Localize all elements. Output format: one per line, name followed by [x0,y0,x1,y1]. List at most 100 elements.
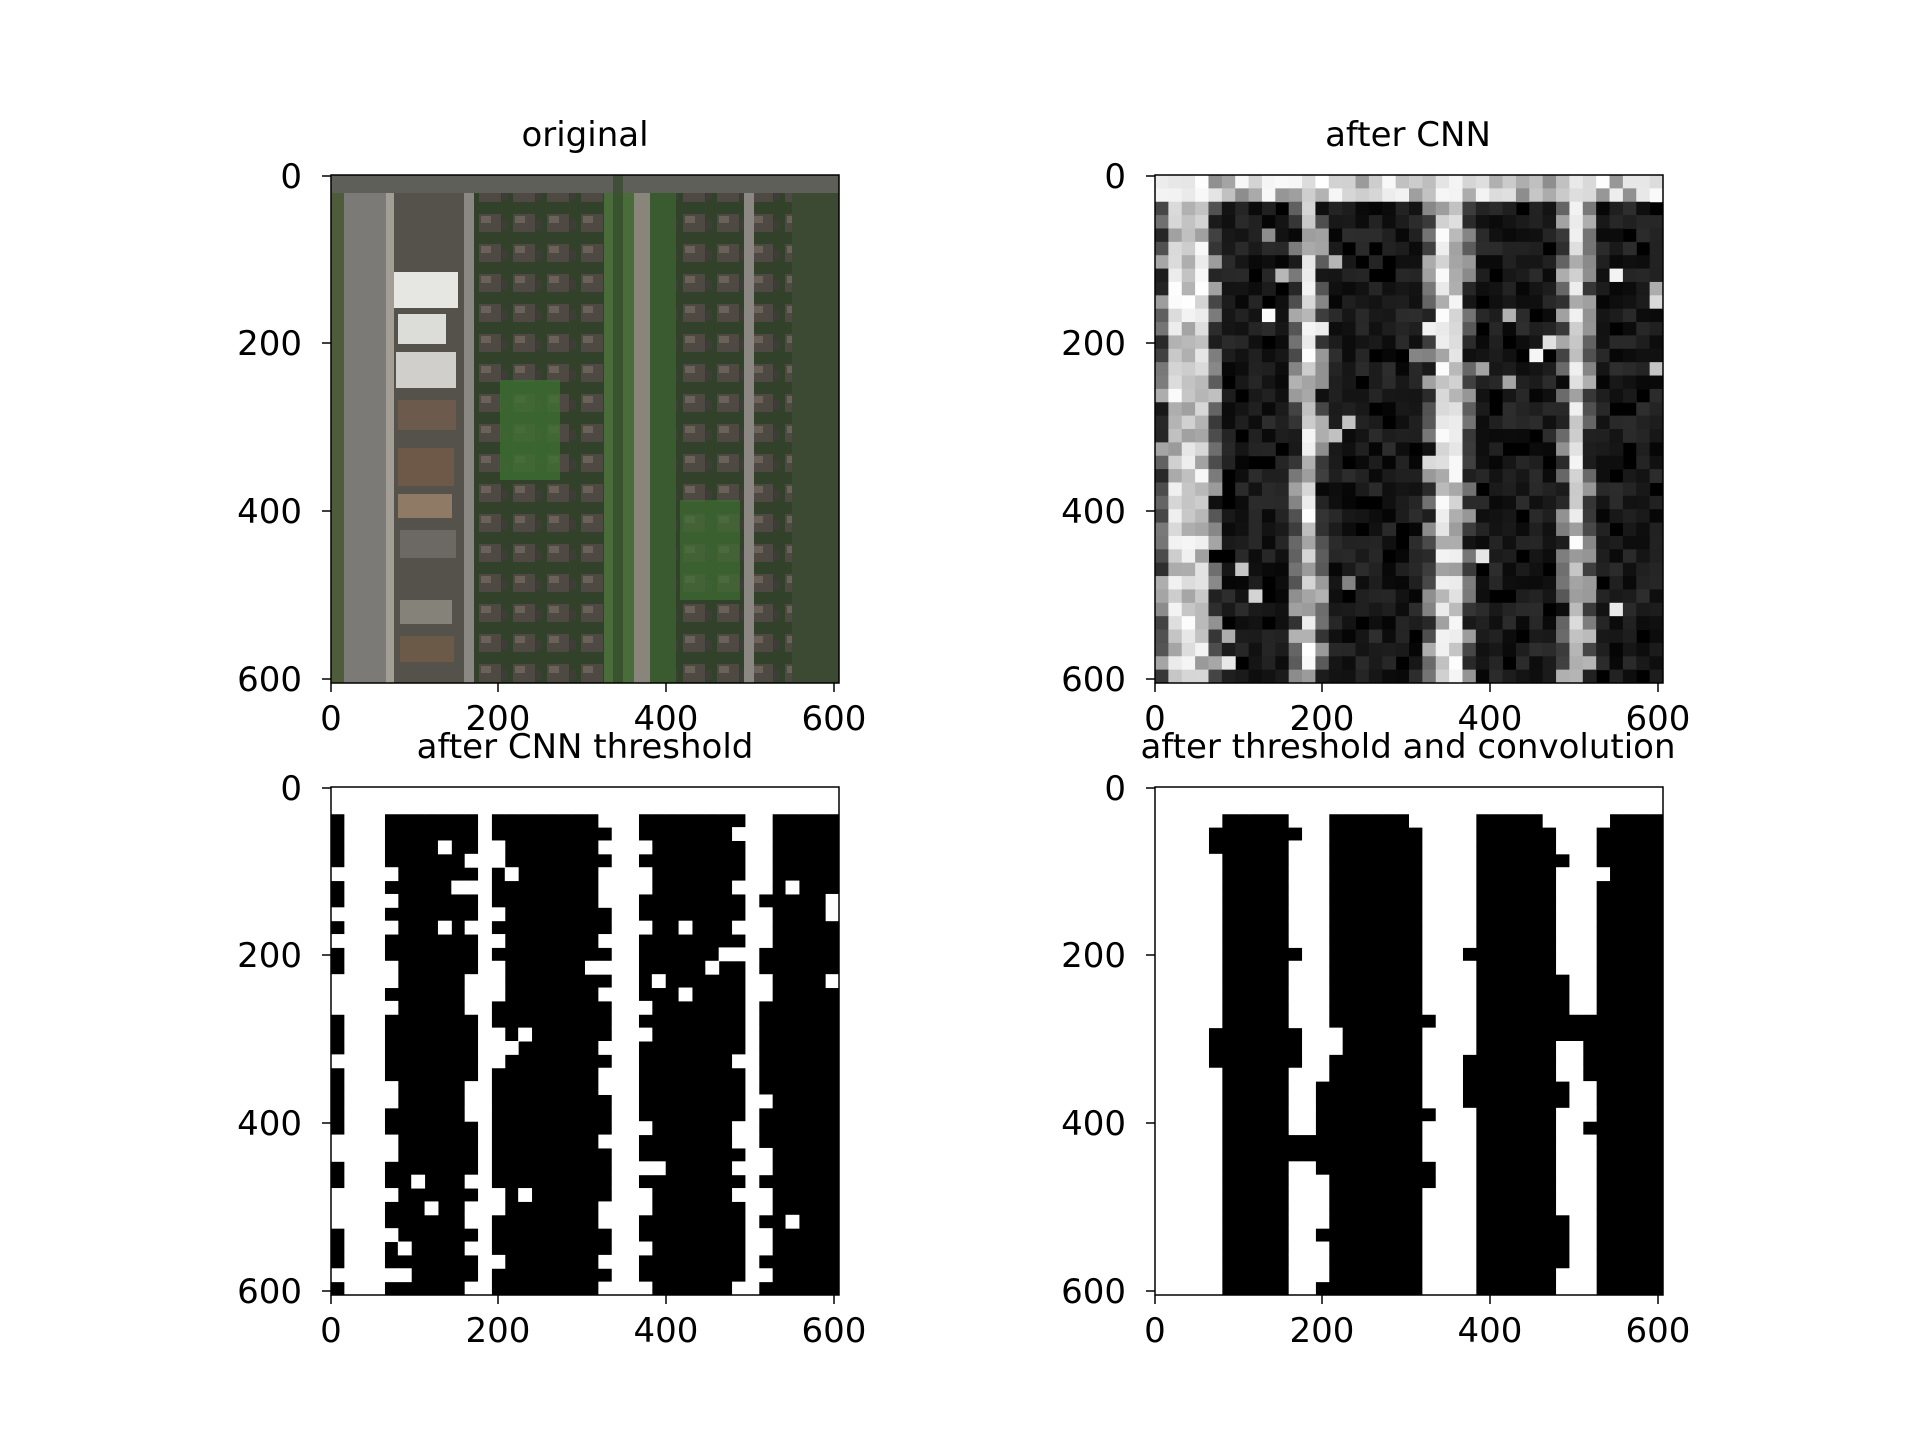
heatmap-cell [1235,322,1250,336]
heatmap-cell [1181,482,1196,497]
heatmap-cell [1302,322,1316,336]
heatmap-cell [344,1241,359,1256]
heatmap-cell [1569,1254,1584,1269]
heatmap-cell [1569,455,1584,470]
heatmap-cell [478,880,492,895]
heatmap-cell [1529,375,1544,390]
heatmap-cell [1542,415,1557,430]
heatmap-cell [344,880,359,895]
heatmap-cell [464,1107,479,1122]
heatmap-cell [1636,535,1651,550]
heatmap-cell [1275,509,1290,524]
heatmap-cell [1395,482,1410,497]
heatmap-cell [1181,1281,1196,1296]
heatmap-cell [1622,362,1637,377]
heatmap-cell [1435,429,1450,443]
heatmap-cell [1596,549,1611,564]
heatmap-cell [1462,1147,1477,1162]
heatmap-cell [1155,629,1169,644]
heatmap-cell [1569,907,1584,922]
heatmap-cell [1275,549,1290,564]
heatmap-cell [1288,268,1303,283]
heatmap-cell [1636,348,1651,363]
heatmap-cell [1475,215,1490,229]
x-tick-label: 0 [1144,699,1166,739]
heatmap-cell [1596,295,1611,310]
heatmap-cell [611,907,626,922]
heatmap-cell [1168,255,1183,270]
heatmap-cell [1529,335,1544,350]
heatmap-cell [1636,576,1651,590]
heatmap-cell [745,1188,760,1202]
heatmap-cell [1168,562,1183,577]
heatmap-cell [1168,362,1183,377]
heatmap-cell [1155,1228,1169,1243]
heatmap-cell [1582,1134,1597,1149]
heatmap-cell [1342,255,1357,270]
heatmap-cell [1368,509,1383,524]
heatmap-cell [1569,827,1584,841]
heatmap-cell [1208,1228,1223,1243]
heatmap-cell [745,1014,760,1029]
heatmap-cell [1409,362,1423,377]
heatmap-cell [1235,268,1250,283]
heatmap-cell [1208,1134,1223,1149]
heatmap-cell [1195,880,1209,895]
heatmap-cell [1168,335,1183,350]
heatmap-cell [1449,880,1463,895]
heatmap-cell [1328,268,1343,283]
heatmap-cell [1475,549,1490,564]
heatmap-cell [1261,201,1276,216]
heatmap-cell [1261,535,1276,550]
heatmap-cell [478,1188,492,1202]
heatmap-cell [1435,335,1450,350]
y-tick-label: 600 [237,660,302,700]
heatmap-cell [1221,322,1236,336]
x-tick-label: 200 [466,1311,531,1351]
heatmap-cell [1155,813,1169,828]
heatmap-cell [1462,960,1477,975]
heatmap-cell [357,1081,372,1095]
heatmap-cell [1462,228,1477,243]
heatmap-cell [745,813,760,828]
heatmap-cell [758,1094,773,1109]
heatmap-cell [1288,348,1303,363]
heatmap-cell [1168,616,1183,631]
heatmap-cell [437,800,452,815]
heatmap-cell [1261,388,1276,403]
axes-frame [1154,174,1664,684]
heatmap-cell [1409,469,1423,483]
heatmap-cell [1422,1254,1437,1269]
heatmap-cell [758,840,773,855]
heatmap-cell [1435,295,1450,310]
heatmap-cell [1368,362,1383,377]
heatmap-cell [1435,188,1450,203]
heatmap-cell [745,1254,760,1269]
heatmap-cell [1208,509,1223,524]
heatmap-cell [1649,402,1664,417]
heatmap-cell [1449,1000,1463,1015]
heatmap-cell [1449,549,1463,564]
heatmap-cell [1435,362,1450,377]
heatmap-cell [1181,1027,1196,1042]
heatmap-cell [1502,576,1517,590]
heatmap-cell [1395,388,1410,403]
heatmap-cell [371,1134,385,1149]
heatmap-cell [691,800,706,815]
heatmap-cell [1462,188,1477,203]
heatmap-cell [1542,669,1557,684]
heatmap-cell [625,867,639,882]
heatmap-cell [1248,402,1263,417]
heatmap-cell [1181,442,1196,457]
heatmap-cell [1582,348,1597,363]
heatmap-cell [1556,1054,1570,1069]
heatmap-cell [1462,853,1477,868]
heatmap-cell [1181,1067,1196,1082]
heatmap-cell [1315,522,1330,537]
heatmap-cell [1636,228,1651,243]
heatmap-cell [1529,402,1544,417]
heatmap-cell [1649,562,1664,577]
heatmap-cell [1302,960,1316,975]
heatmap-cell [758,853,773,868]
heatmap-cell [371,1014,385,1029]
